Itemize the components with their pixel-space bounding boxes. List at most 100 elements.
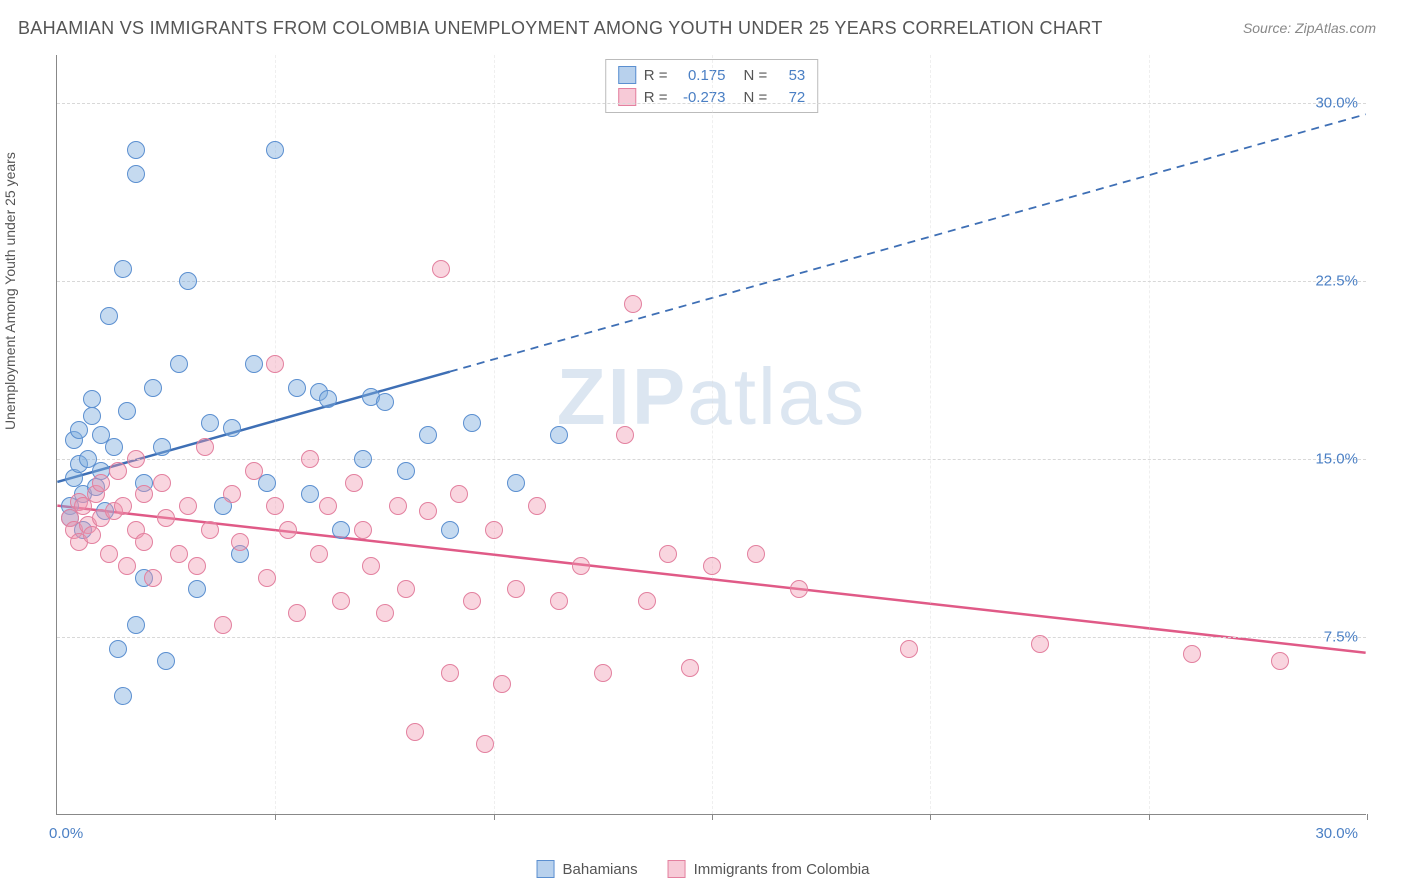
- gridline-v: [1149, 55, 1150, 814]
- y-tick-label: 7.5%: [1324, 628, 1358, 645]
- scatter-point: [681, 659, 699, 677]
- legend-item-colombia: Immigrants from Colombia: [668, 860, 870, 878]
- scatter-point: [1031, 635, 1049, 653]
- x-tick: [1149, 814, 1150, 820]
- scatter-point: [485, 521, 503, 539]
- y-tick-label: 15.0%: [1315, 450, 1358, 467]
- scatter-point: [153, 438, 171, 456]
- scatter-point: [463, 414, 481, 432]
- scatter-point: [376, 604, 394, 622]
- gridline-v: [494, 55, 495, 814]
- scatter-point: [288, 604, 306, 622]
- scatter-point: [362, 557, 380, 575]
- scatter-point: [70, 421, 88, 439]
- scatter-point: [747, 545, 765, 563]
- scatter-point: [1183, 645, 1201, 663]
- n-value-blue: 53: [775, 67, 805, 84]
- scatter-point: [114, 497, 132, 515]
- gridline-v: [930, 55, 931, 814]
- chart-title: BAHAMIAN VS IMMIGRANTS FROM COLOMBIA UNE…: [18, 18, 1103, 39]
- legend-label: Bahamians: [563, 861, 638, 878]
- scatter-point: [188, 557, 206, 575]
- scatter-point: [196, 438, 214, 456]
- scatter-point: [507, 474, 525, 492]
- scatter-point: [450, 485, 468, 503]
- y-tick-label: 30.0%: [1315, 94, 1358, 111]
- scatter-point: [105, 438, 123, 456]
- scatter-point: [100, 307, 118, 325]
- gridline-v: [275, 55, 276, 814]
- scatter-point: [179, 272, 197, 290]
- scatter-point: [114, 687, 132, 705]
- x-tick: [494, 814, 495, 820]
- scatter-point: [659, 545, 677, 563]
- scatter-point: [624, 295, 642, 313]
- scatter-point: [319, 390, 337, 408]
- x-tick: [1367, 814, 1368, 820]
- scatter-point: [572, 557, 590, 575]
- scatter-point: [354, 521, 372, 539]
- scatter-point: [245, 355, 263, 373]
- scatter-point: [170, 355, 188, 373]
- y-tick-label: 22.5%: [1315, 272, 1358, 289]
- scatter-point: [127, 141, 145, 159]
- legend-item-bahamians: Bahamians: [537, 860, 638, 878]
- scatter-point: [507, 580, 525, 598]
- scatter-point: [266, 355, 284, 373]
- scatter-point: [432, 260, 450, 278]
- scatter-point: [900, 640, 918, 658]
- scatter-point: [201, 521, 219, 539]
- scatter-point: [406, 723, 424, 741]
- watermark-rest: atlas: [687, 352, 866, 441]
- scatter-point: [83, 526, 101, 544]
- scatter-point: [118, 402, 136, 420]
- scatter-point: [109, 462, 127, 480]
- scatter-point: [301, 485, 319, 503]
- swatch-pink-icon: [668, 860, 686, 878]
- gridline-v: [712, 55, 713, 814]
- scatter-point: [790, 580, 808, 598]
- r-label: R =: [644, 67, 668, 84]
- scatter-point: [310, 545, 328, 563]
- scatter-point: [201, 414, 219, 432]
- scatter-point: [114, 260, 132, 278]
- scatter-point: [245, 462, 263, 480]
- scatter-point: [703, 557, 721, 575]
- scatter-point: [528, 497, 546, 515]
- scatter-point: [288, 379, 306, 397]
- scatter-point: [389, 497, 407, 515]
- scatter-point: [594, 664, 612, 682]
- scatter-point: [188, 580, 206, 598]
- scatter-point: [493, 675, 511, 693]
- x-tick: [712, 814, 713, 820]
- scatter-point: [214, 616, 232, 634]
- scatter-point: [157, 652, 175, 670]
- scatter-point: [83, 390, 101, 408]
- n-label: N =: [744, 67, 768, 84]
- scatter-point: [92, 474, 110, 492]
- scatter-point: [83, 407, 101, 425]
- scatter-point: [144, 569, 162, 587]
- scatter-point: [279, 521, 297, 539]
- scatter-point: [179, 497, 197, 515]
- scatter-point: [144, 379, 162, 397]
- scatter-point: [266, 141, 284, 159]
- scatter-point: [476, 735, 494, 753]
- scatter-point: [397, 580, 415, 598]
- scatter-point: [301, 450, 319, 468]
- scatter-point: [127, 165, 145, 183]
- scatter-point: [127, 616, 145, 634]
- scatter-point: [135, 533, 153, 551]
- scatter-point: [332, 592, 350, 610]
- scatter-point: [550, 426, 568, 444]
- scatter-point: [157, 509, 175, 527]
- swatch-blue-icon: [618, 66, 636, 84]
- scatter-point: [419, 502, 437, 520]
- scatter-point: [1271, 652, 1289, 670]
- scatter-point: [376, 393, 394, 411]
- scatter-point: [441, 521, 459, 539]
- scatter-point: [127, 450, 145, 468]
- chart-plot-area: ZIPatlas R = 0.175 N = 53 R = -0.273 N =…: [56, 55, 1366, 815]
- scatter-point: [345, 474, 363, 492]
- scatter-point: [638, 592, 656, 610]
